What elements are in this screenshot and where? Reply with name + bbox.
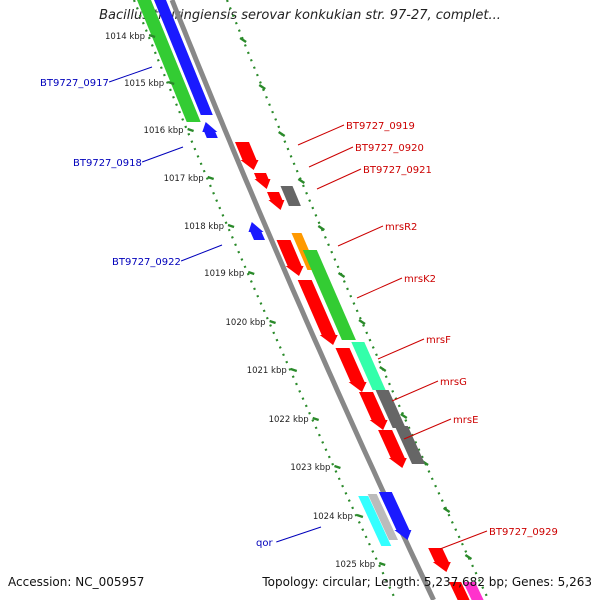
outer-scale-dash — [442, 507, 451, 513]
gene-feature — [394, 426, 425, 464]
gene-feature — [297, 280, 338, 345]
outer-scale-dash — [464, 554, 473, 560]
scale-tick-mark — [187, 127, 194, 133]
scale-tick-mark — [207, 175, 215, 181]
map-title: Bacillus thuringiensis serovar konkukian… — [99, 8, 501, 23]
gene-label-leader — [439, 530, 488, 550]
scale-lines — [132, 0, 490, 600]
outer-scale-dash — [358, 319, 366, 325]
gene-feature — [359, 392, 388, 430]
gene-label-leader — [356, 277, 403, 299]
outer-scale-dash — [379, 366, 387, 372]
gene-label-leader — [337, 225, 384, 247]
gene-feature — [154, 0, 213, 115]
gene-feature — [267, 192, 285, 210]
scale-tick-mark — [290, 367, 298, 373]
scale-tick-label: 1016 kbp — [144, 126, 184, 136]
gene-label: mrsK2 — [404, 274, 436, 285]
gene-feature — [463, 582, 484, 600]
scale-tick-label: 1015 kbp — [124, 79, 164, 89]
scale-tick-label: 1021 kbp — [247, 366, 287, 376]
scale-tick-mark — [167, 80, 175, 86]
gene-feature — [302, 250, 356, 340]
scale-tick-mark — [148, 33, 156, 39]
gene-feature — [335, 348, 367, 392]
gene-label-leader — [180, 244, 223, 262]
gene-feature — [367, 494, 398, 540]
scale-tick-mark — [356, 513, 364, 519]
gene-feature — [351, 342, 386, 390]
scale-tick-label: 1023 kbp — [290, 463, 330, 473]
scale-tick-label: 1020 kbp — [226, 318, 266, 328]
gene-label: BT9727_0922 — [112, 257, 181, 268]
outer-dotted-scale — [225, 0, 490, 600]
outer-scale-dash — [278, 131, 286, 137]
scale-tick-mark — [227, 223, 235, 229]
gene-label: BT9727_0917 — [40, 78, 109, 89]
gene-label: BT9727_0918 — [73, 158, 142, 169]
gene-feature — [248, 222, 265, 240]
inner-dotted-scale — [132, 0, 397, 600]
gene-label-leader — [276, 526, 322, 543]
gene-feature — [428, 548, 451, 572]
gene-label: BT9727_0929 — [489, 527, 558, 538]
outer-scale-dash — [317, 225, 325, 231]
gene-feature — [235, 142, 259, 170]
scale-tick-mark — [269, 319, 276, 325]
gene-label: qor — [256, 538, 273, 549]
scale-tick-label: 1022 kbp — [269, 415, 309, 425]
gene-label-leader — [316, 168, 362, 190]
gene-feature — [378, 492, 412, 540]
feature-layer — [137, 0, 484, 600]
gene-feature — [254, 173, 271, 189]
gene-feature — [276, 240, 304, 276]
scale-tick-label: 1024 kbp — [313, 512, 353, 522]
outer-scale-dash — [297, 178, 306, 184]
outer-scale-dash — [337, 272, 346, 278]
gene-label: mrsR2 — [385, 222, 417, 233]
gene-label-leader — [297, 124, 345, 146]
gene-label: mrsG — [440, 377, 467, 388]
gene-feature — [375, 390, 406, 428]
scale-tick-label: 1019 kbp — [204, 269, 244, 279]
outer-scale-dash — [239, 37, 247, 43]
gene-label: BT9727_0920 — [355, 143, 424, 154]
tick-layer: 1014 kbp 1015 kbp 1016 kbp 1017 kbp 1018 kbp… — [105, 32, 386, 570]
gene-label-leader — [141, 146, 184, 163]
scale-tick-mark — [312, 416, 320, 422]
genome-summary-text: Topology: circular; Length: 5,237,682 bp… — [262, 575, 592, 589]
scale-tick-label: 1014 kbp — [105, 32, 145, 42]
scale-tick-label: 1025 kbp — [335, 560, 375, 570]
gene-label-leader — [377, 338, 425, 360]
outer-scale-dash — [400, 413, 408, 419]
gene-label: BT9727_0921 — [363, 165, 432, 176]
gene-feature — [202, 122, 218, 138]
scale-tick-mark — [378, 561, 386, 567]
gene-label-leader — [403, 418, 452, 440]
scale-tick-mark — [247, 270, 255, 276]
accession-text: Accession: NC_005957 — [8, 575, 145, 589]
gene-feature — [137, 0, 201, 122]
gene-feature — [358, 496, 392, 546]
gene-label: BT9727_0919 — [346, 121, 415, 132]
scale-tick-label: 1017 kbp — [164, 174, 204, 184]
gene-feature — [280, 186, 301, 206]
gene-label-leader — [308, 146, 354, 168]
gene-label: mrsE — [453, 415, 478, 426]
outer-scale-dash — [258, 84, 266, 90]
scale-tick-mark — [334, 464, 341, 470]
gene-feature — [449, 582, 470, 600]
gene-label-leader — [391, 380, 439, 402]
gene-label-leader — [108, 66, 153, 83]
gene-label: mrsF — [426, 335, 451, 346]
scale-tick-label: 1018 kbp — [184, 222, 224, 232]
gene-feature — [378, 430, 407, 468]
